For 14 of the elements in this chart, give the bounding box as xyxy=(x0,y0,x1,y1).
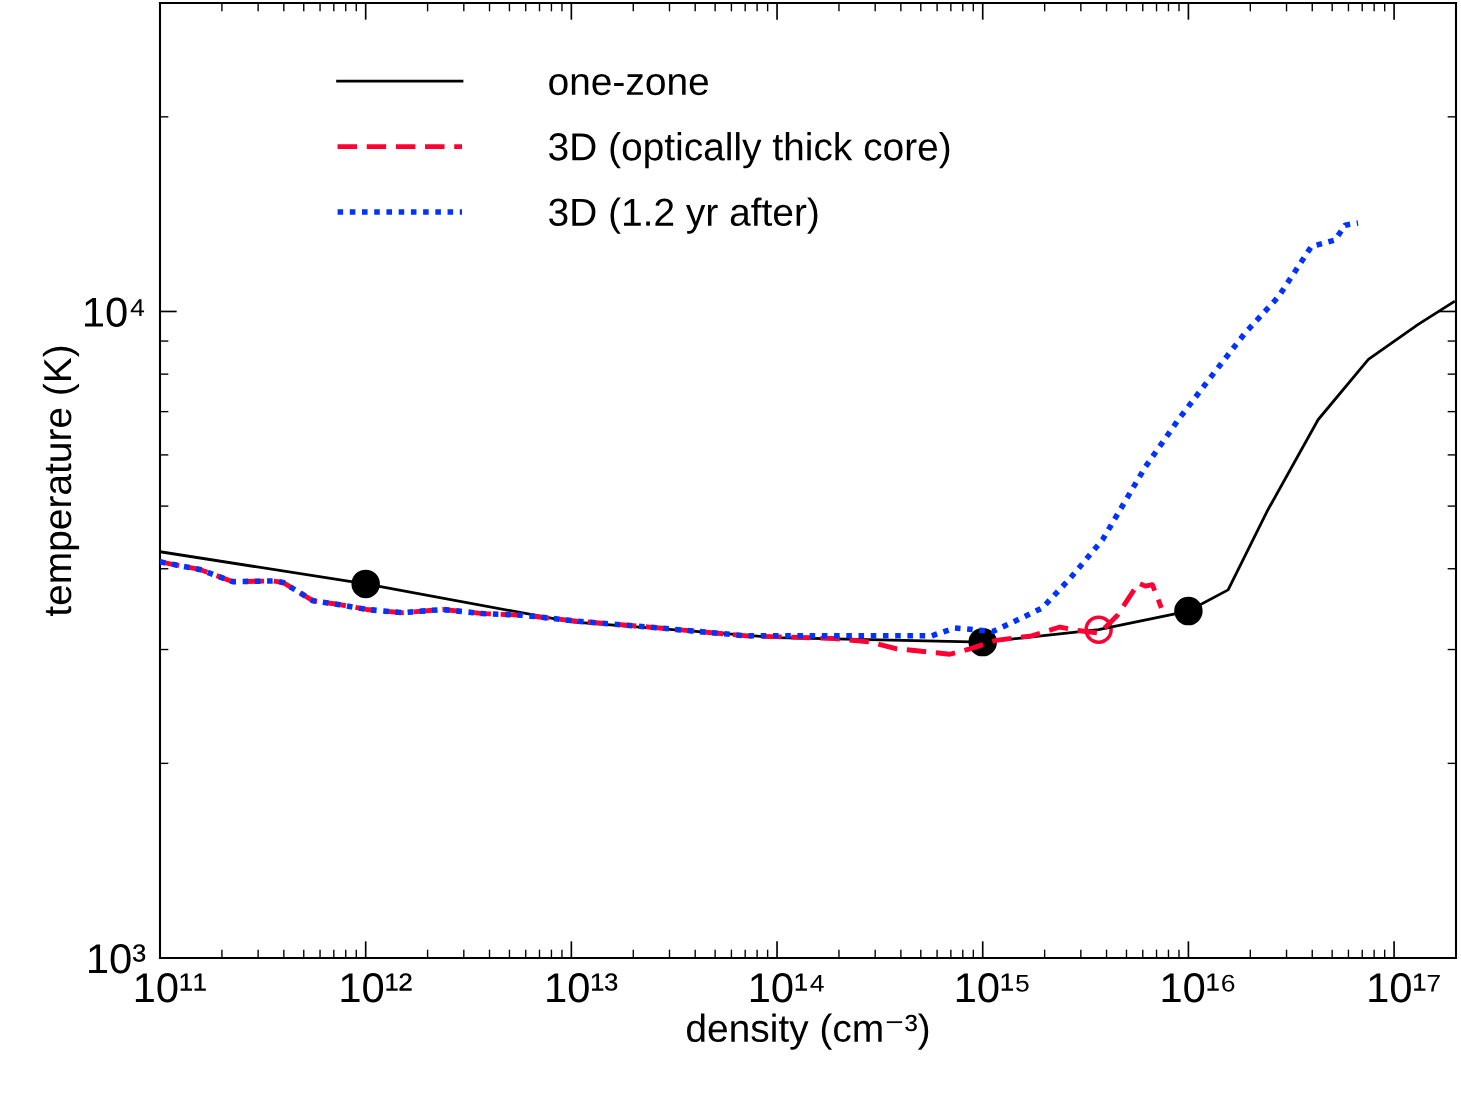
x-tick-label: 10¹³ xyxy=(547,972,618,1003)
x-axis-title: density (cm⁻³) xyxy=(687,1013,929,1050)
legend-label: 3D (1.2 yr after) xyxy=(549,197,818,234)
x-tick-label: 10¹⁴ xyxy=(750,972,824,1003)
y-axis-title: temperature (K) xyxy=(42,346,80,617)
x-tick-label: 10¹⁶ xyxy=(1162,972,1235,1003)
x-tick-label: 10¹⁷ xyxy=(1369,972,1440,1003)
y-tick-label: 10⁴ xyxy=(85,297,145,327)
legend-label: one-zone xyxy=(549,73,708,96)
x-tick-label: 10¹⁵ xyxy=(956,972,1029,1003)
x-tick-label: 10¹¹ xyxy=(135,972,206,1003)
x-tick-label: 10¹² xyxy=(341,972,412,1003)
legend-label: 3D (optically thick core) xyxy=(549,132,950,169)
y-tick-label: 10³ xyxy=(89,944,146,974)
